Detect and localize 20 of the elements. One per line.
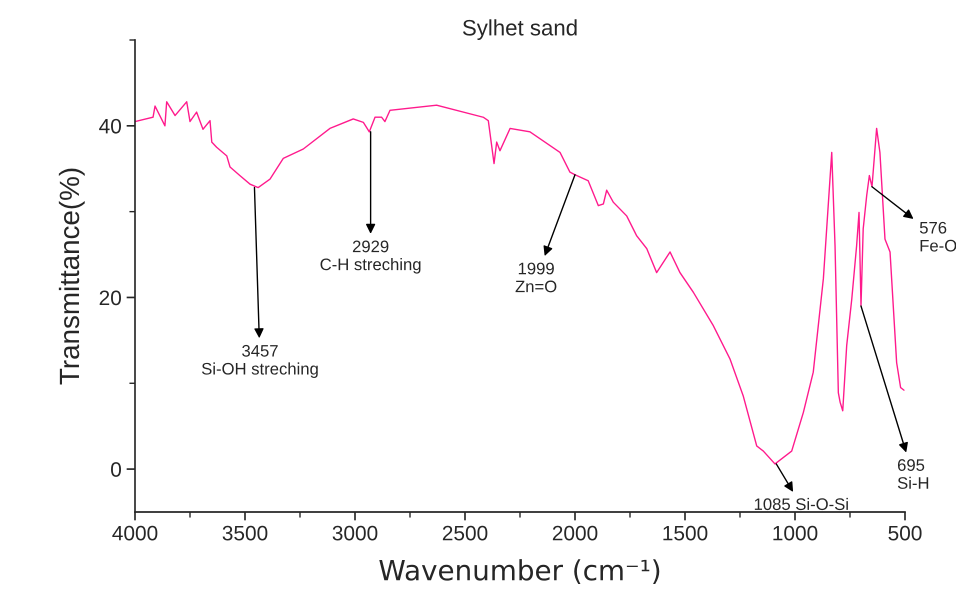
annotation: 695 Si-H [898, 459, 928, 489]
x-tick-label: 2000 [552, 526, 598, 540]
x-tick-label: 1500 [663, 526, 708, 540]
x-tick-label: 2500 [442, 526, 488, 540]
annotation: 2929 C-H streching [320, 240, 420, 274]
annotation: 1999 Zn=O [516, 262, 556, 292]
x-tick-label: 4000 [112, 526, 158, 540]
y-tick-label: 0 [111, 462, 121, 477]
x-tick-label: 3500 [222, 526, 268, 540]
x-axis-title: Wavenumber (cm⁻¹) [379, 559, 660, 584]
x-tick-label: 500 [888, 526, 922, 540]
y-tick-label: 40 [99, 118, 121, 134]
annotation: 1085 Si-O-Si [754, 498, 848, 510]
y-tick-label: 20 [100, 290, 121, 306]
y-axis-title: Transmittance(%) [58, 168, 85, 384]
annotation: 576 Fe-O [920, 222, 956, 252]
annotation: 3457 Si-OH streching [202, 344, 318, 378]
x-tick-label: 3000 [332, 526, 378, 540]
chart-title: Sylhet sand [462, 19, 577, 40]
x-tick-label: 1000 [773, 526, 818, 540]
